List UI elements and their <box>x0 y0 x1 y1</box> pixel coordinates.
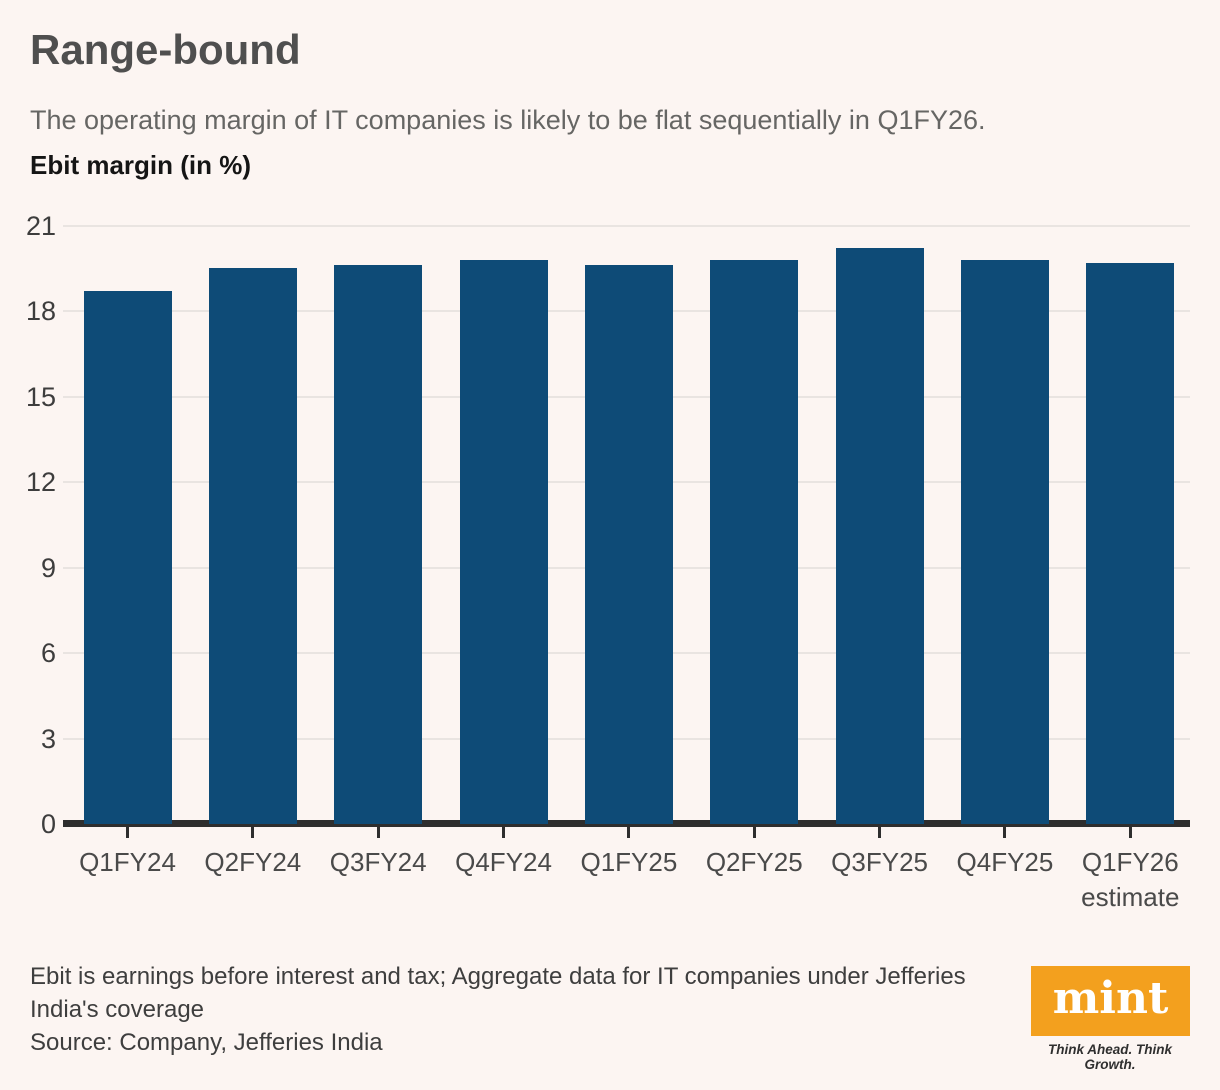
y-axis-tick-label-0: 0 <box>40 809 56 839</box>
mint-logo-tagline: Think Ahead. Think Growth. <box>1047 1042 1172 1072</box>
x-axis-tick <box>1003 827 1007 838</box>
x-axis-tick-label-Q3FY24: Q3FY24 <box>329 847 427 877</box>
x-axis-tick <box>752 827 756 838</box>
chart-title: Range-bound <box>30 26 301 73</box>
bar-Q1FY24 <box>83 291 172 824</box>
x-axis-tick <box>627 827 631 838</box>
bar-Q1FY26-estimate <box>1086 262 1175 824</box>
y-axis-unit-label: Ebit margin (in %) <box>30 150 251 180</box>
x-axis-tick-label-Q1FY25: Q1FY25 <box>580 847 678 877</box>
y-axis-tick-label-9: 9 <box>40 552 56 583</box>
mint-logo-wordmark: mint <box>1052 973 1169 1024</box>
gridline-21 <box>63 224 1190 227</box>
y-axis-tick-label-15: 15 <box>25 381 56 412</box>
x-axis-tick <box>376 827 380 838</box>
x-axis-tick-label-Q1FY24: Q1FY24 <box>79 847 176 877</box>
bar-Q2FY25 <box>710 259 799 824</box>
y-axis-tick-label-12: 12 <box>25 467 56 497</box>
x-axis-tick-label-Q4FY24: Q4FY24 <box>455 847 552 877</box>
x-axis-tick-label-Q2FY25: Q2FY25 <box>705 847 803 877</box>
source-attribution: Source: Company, Jefferies India <box>30 1029 383 1056</box>
bar-Q4FY24 <box>459 259 548 824</box>
x-axis-tick <box>126 827 129 838</box>
bar-Q2FY24 <box>208 268 297 824</box>
bar-Q4FY25 <box>960 259 1049 824</box>
y-axis-tick-label-3: 3 <box>40 723 56 754</box>
bar-Q1FY25 <box>584 265 673 824</box>
x-axis-tick-label-Q3FY25: Q3FY25 <box>831 847 928 877</box>
y-axis-tick-label-18: 18 <box>25 296 56 326</box>
chart-footnote: Ebit is earnings before interest and tax… <box>30 963 966 1023</box>
y-axis-tick-label-21: 21 <box>25 210 56 241</box>
x-axis-tick-label-Q1FY26-estimate: Q1FY26 estimate <box>1081 847 1180 912</box>
x-axis-tick <box>251 827 255 838</box>
x-axis-tick <box>502 827 506 838</box>
x-axis-tick-label-Q2FY24: Q2FY24 <box>204 847 302 877</box>
mint-logo: mint <box>1031 966 1190 1036</box>
chart-subtitle: The operating margin of IT companies is … <box>30 105 986 135</box>
x-axis-tick <box>1128 827 1132 838</box>
y-axis-tick-label-6: 6 <box>40 638 56 668</box>
bar-Q3FY25 <box>835 248 924 824</box>
bar-Q3FY24 <box>334 265 423 824</box>
x-axis-tick-label-Q4FY25: Q4FY25 <box>956 847 1054 877</box>
x-axis-tick <box>878 827 882 838</box>
